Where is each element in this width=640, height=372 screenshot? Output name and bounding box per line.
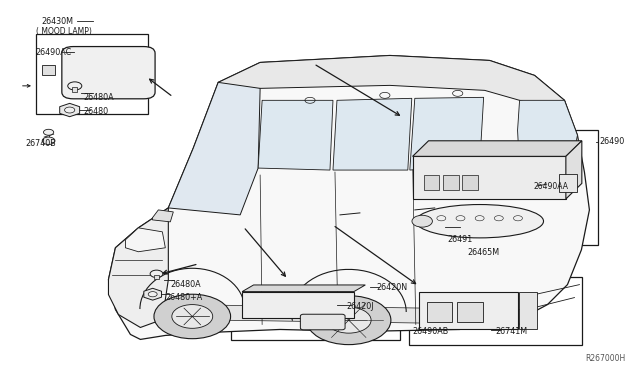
Circle shape — [68, 82, 82, 90]
Bar — [519, 292, 537, 329]
Circle shape — [307, 296, 391, 344]
Text: 26465M: 26465M — [467, 248, 499, 257]
Text: 26491: 26491 — [448, 235, 473, 244]
Circle shape — [154, 294, 230, 339]
Bar — [559, 174, 577, 192]
Ellipse shape — [416, 205, 543, 238]
Polygon shape — [333, 98, 412, 170]
Polygon shape — [168, 82, 260, 215]
Polygon shape — [413, 141, 582, 156]
Circle shape — [42, 137, 55, 144]
Circle shape — [172, 305, 212, 328]
Polygon shape — [410, 97, 484, 170]
Polygon shape — [566, 141, 582, 199]
Text: 26480: 26480 — [84, 108, 109, 116]
Text: 26490AA: 26490AA — [534, 182, 569, 190]
Text: 26740B: 26740B — [25, 139, 56, 148]
FancyBboxPatch shape — [300, 314, 345, 330]
Text: 26420N: 26420N — [376, 283, 407, 292]
Polygon shape — [108, 55, 589, 339]
Bar — [154, 275, 159, 279]
Bar — [42, 65, 55, 76]
Polygon shape — [108, 208, 168, 327]
Text: 26490AC: 26490AC — [36, 48, 72, 57]
Circle shape — [148, 292, 157, 297]
Polygon shape — [518, 100, 577, 175]
Bar — [427, 302, 452, 322]
Circle shape — [326, 307, 371, 333]
Polygon shape — [413, 156, 566, 199]
Polygon shape — [125, 228, 165, 252]
Bar — [36, 34, 148, 114]
Bar — [463, 175, 477, 190]
Bar — [230, 275, 400, 340]
Bar — [458, 302, 483, 322]
Polygon shape — [258, 100, 333, 170]
Polygon shape — [218, 55, 570, 115]
Text: ( MOOD LAMP): ( MOOD LAMP) — [36, 26, 92, 36]
Circle shape — [65, 107, 75, 113]
Bar — [424, 175, 440, 190]
Bar — [410, 277, 582, 345]
Polygon shape — [419, 292, 518, 329]
Polygon shape — [242, 285, 365, 292]
Polygon shape — [152, 210, 173, 222]
Bar — [72, 87, 77, 92]
Polygon shape — [175, 305, 525, 324]
Text: 26420J: 26420J — [347, 302, 374, 311]
Text: R267000H: R267000H — [585, 354, 625, 363]
Text: 26480A: 26480A — [170, 280, 200, 289]
Text: 26480+A: 26480+A — [166, 293, 203, 302]
Text: 26490: 26490 — [600, 137, 625, 146]
Bar — [444, 175, 459, 190]
Text: 26430M: 26430M — [41, 17, 73, 26]
Text: 26480A: 26480A — [84, 93, 115, 102]
Bar — [397, 131, 598, 245]
Polygon shape — [242, 292, 354, 318]
Circle shape — [44, 129, 54, 135]
Text: 26490AB: 26490AB — [413, 327, 449, 336]
FancyBboxPatch shape — [62, 46, 155, 99]
Circle shape — [150, 270, 163, 278]
Circle shape — [412, 215, 433, 227]
Text: 26741M: 26741M — [495, 327, 528, 336]
